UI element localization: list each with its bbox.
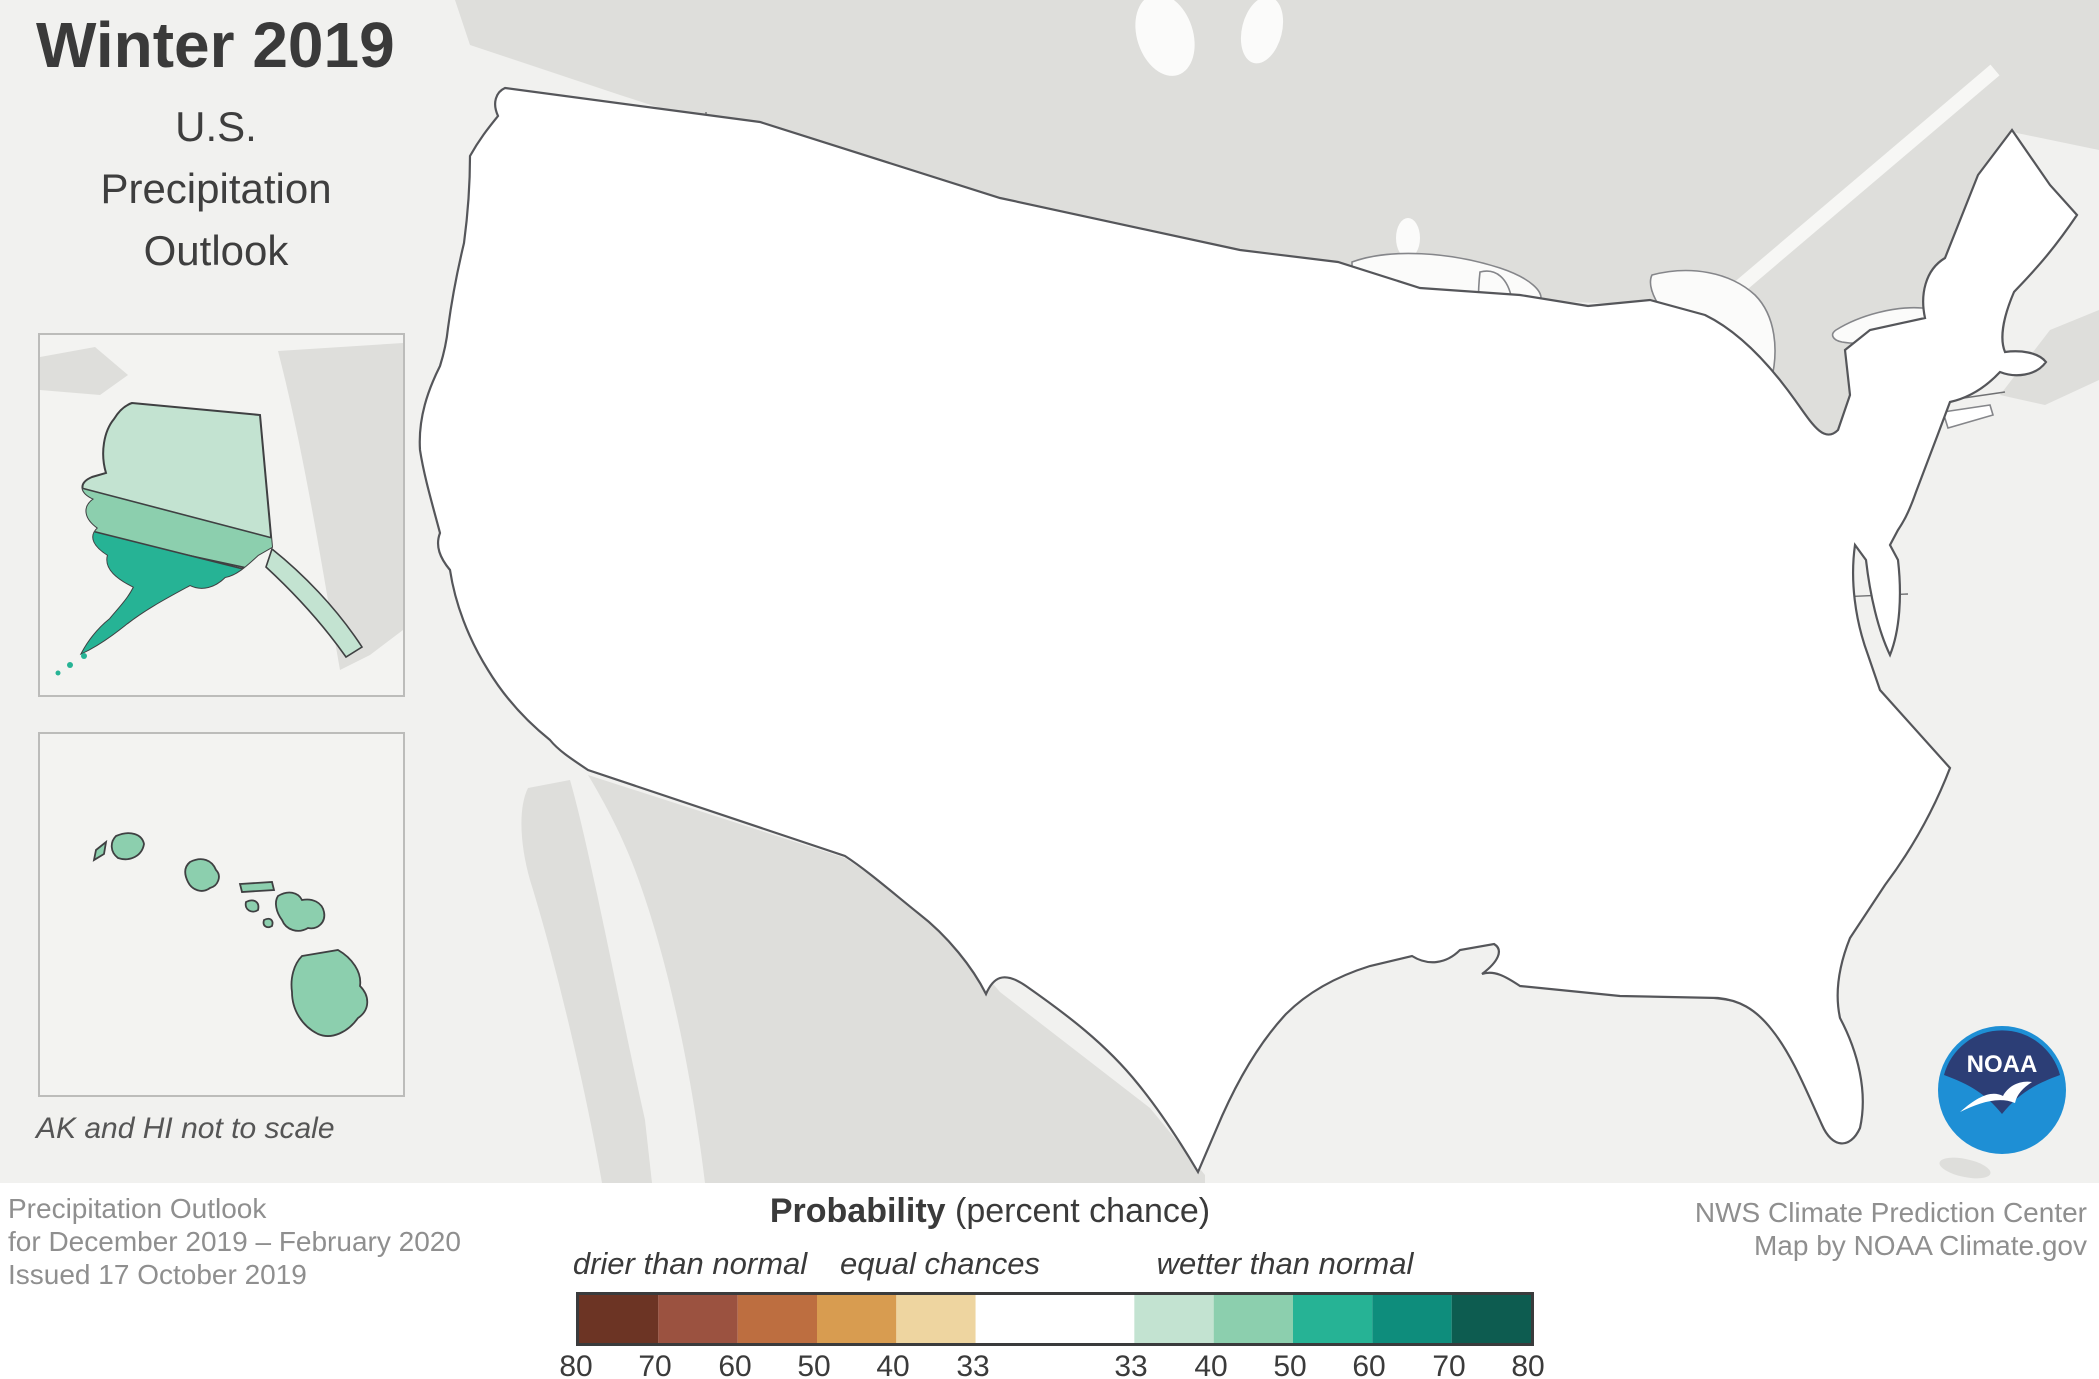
noaa-logo: NOAA — [1938, 1026, 2066, 1154]
island-molokai — [238, 881, 276, 893]
st-lawrence-river — [1725, 64, 2000, 301]
legend-category-equal: equal chances — [840, 1246, 1040, 1281]
island-maui — [275, 891, 326, 932]
swatch-wet-60-70 — [1372, 1295, 1452, 1343]
hawaii-inset — [38, 732, 405, 1097]
swatch-wet-33-40 — [1134, 1295, 1214, 1343]
legend-tick: 33 — [1114, 1350, 1148, 1379]
island-niihau — [92, 839, 108, 862]
alaska-region-40-50 — [82, 483, 272, 576]
legend-tick: 40 — [876, 1350, 910, 1379]
footer-caption-left: Precipitation Outlook for December 2019 … — [8, 1192, 461, 1291]
legend-tick: 70 — [1432, 1350, 1466, 1379]
legend-tick: 60 — [718, 1350, 752, 1379]
legend-category-wetter: wetter than normal — [1156, 1246, 1414, 1281]
swatch-dry-60-50 — [737, 1295, 817, 1343]
mexico-landmass — [588, 775, 1205, 1183]
aleutian-island — [55, 670, 61, 676]
legend-category-drier: drier than normal — [572, 1246, 808, 1281]
map-background: NOAA — [0, 0, 2099, 1183]
subtitle-line: Precipitation — [100, 165, 332, 212]
swatch-dry-70-60 — [658, 1295, 738, 1343]
legend-tick: 50 — [797, 1350, 831, 1379]
swatch-wet-70-80 — [1451, 1295, 1531, 1343]
alaska-map — [40, 343, 403, 676]
conus-map — [418, 0, 2099, 1183]
swatch-wet-50-60 — [1293, 1295, 1373, 1343]
swatch-wet-40-50 — [1213, 1295, 1293, 1343]
legend-colorbar — [576, 1292, 1534, 1346]
credit-line: Map by NOAA Climate.gov — [1753, 1230, 2087, 1261]
island-kahoolawe — [262, 917, 274, 929]
swatch-dry-80-70 — [579, 1295, 659, 1343]
legend-tick: 80 — [559, 1350, 593, 1379]
canada-landmass — [455, 0, 2099, 466]
inset-note: AK and HI not to scale — [36, 1112, 335, 1145]
island-kauai — [110, 832, 145, 861]
island-hawaii — [290, 949, 369, 1037]
aleutian-island — [67, 662, 73, 668]
island-lanai — [244, 899, 260, 913]
lake-of-the-woods — [1240, 0, 1284, 64]
alaska-panhandle — [265, 547, 364, 659]
seagull-icon — [1960, 1081, 2032, 1112]
footer-credit-right: NWS Climate Prediction Center Map by NOA… — [1695, 1196, 2087, 1262]
caption-line: Issued 17 October 2019 — [8, 1259, 307, 1290]
noaa-logo-text: NOAA — [1967, 1051, 2038, 1078]
nova-scotia — [2000, 310, 2099, 405]
credit-line: NWS Climate Prediction Center — [1694, 1197, 2087, 1228]
legend-tick: 33 — [956, 1350, 990, 1379]
aleutian-island — [81, 653, 87, 659]
caption-line: for December 2019 – February 2020 — [8, 1226, 461, 1257]
russia-landmass — [40, 347, 128, 395]
canada-landmass-inset — [278, 343, 403, 670]
legend-colorbar-svg — [579, 1295, 1531, 1343]
subtitle-line: U.S. — [175, 103, 257, 150]
swatch-dry-40-33 — [896, 1295, 976, 1343]
alaska-inset — [38, 333, 405, 697]
lake-winnipeg — [1135, 0, 1195, 76]
long-island — [1941, 404, 1994, 429]
caption-line: Precipitation Outlook — [8, 1193, 267, 1224]
legend-title-rest: (percent chance) — [945, 1192, 1211, 1230]
swatch-dry-50-40 — [817, 1295, 897, 1343]
subtitle-line: Outlook — [143, 227, 289, 274]
swatch-equal-chances — [975, 1295, 1135, 1343]
lake-nipigon — [1396, 218, 1420, 258]
legend-tick: 40 — [1194, 1350, 1228, 1379]
page-title: Winter 2019 — [36, 9, 395, 81]
legend-tick: 70 — [638, 1350, 672, 1379]
legend-tick: 50 — [1273, 1350, 1307, 1379]
baja-california — [521, 780, 652, 1183]
page-subtitle: U.S. Precipitation Outlook — [20, 96, 412, 282]
island-oahu — [184, 858, 220, 892]
legend-tick: 80 — [1511, 1350, 1545, 1379]
hawaii-map — [92, 832, 369, 1037]
hawaiian-islands — [92, 832, 369, 1037]
legend-title: Probability (percent chance) — [770, 1192, 1210, 1231]
footer-band — [0, 1183, 2099, 1379]
legend-title-bold: Probability — [769, 1192, 946, 1230]
noaa-logo-sky — [1944, 1030, 2060, 1114]
cuba — [1939, 1157, 1991, 1179]
legend-tick: 60 — [1352, 1350, 1386, 1379]
